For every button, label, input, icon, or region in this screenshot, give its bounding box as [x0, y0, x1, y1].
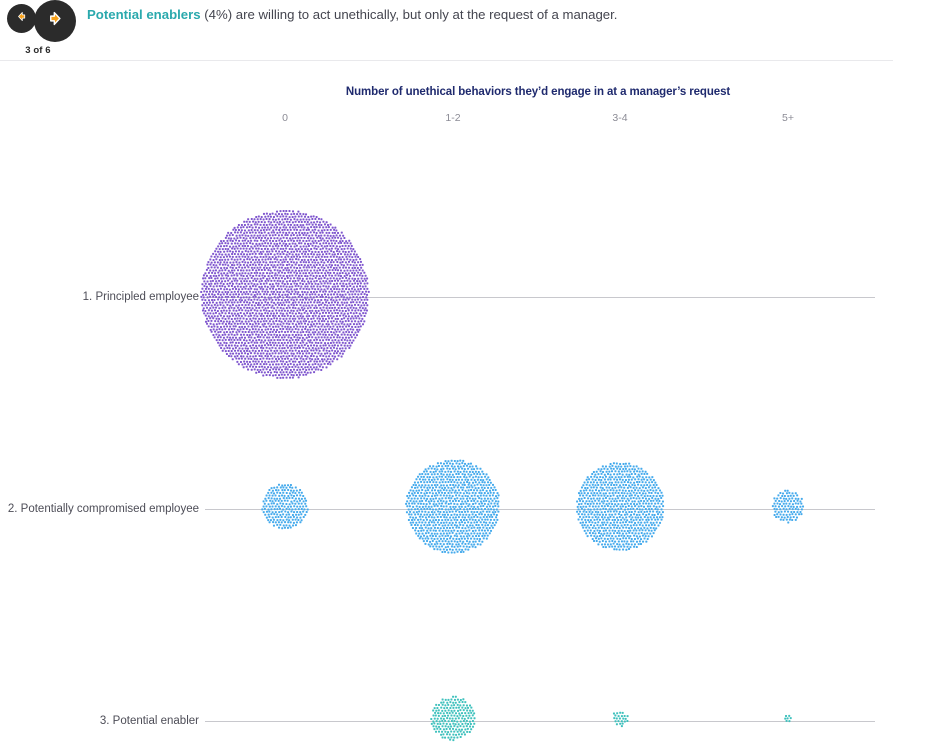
headline-emphasis: Potential enablers	[87, 7, 201, 22]
chart-title: Number of unethical behaviors they’d eng…	[345, 86, 731, 98]
dot-cloud-chart: Number of unethical behaviors they’d eng…	[0, 61, 940, 742]
x-tick-0: 0	[282, 112, 288, 124]
header-divider	[0, 60, 893, 61]
headline: Potential enablers (4%) are willing to a…	[87, 6, 617, 24]
slide-header: 3 of 6 Potential enablers (4%) are willi…	[0, 0, 940, 61]
row-gridline	[205, 509, 875, 510]
arrow-left-icon	[15, 10, 28, 28]
headline-rest: (4%) are willing to act unethically, but…	[200, 7, 618, 22]
x-tick-1: 1-2	[445, 112, 461, 124]
next-slide-button[interactable]	[34, 0, 76, 42]
row-label-1: 1. Principled employee	[82, 291, 199, 303]
slide-counter: 3 of 6	[25, 45, 51, 56]
row-gridline	[205, 297, 875, 298]
previous-slide-button[interactable]	[7, 4, 36, 33]
arrow-right-icon	[46, 9, 65, 33]
x-tick-2: 3-4	[612, 112, 628, 124]
row-label-3: 3. Potential enabler	[99, 715, 199, 727]
row-label-2: 2. Potentially compromised employee	[7, 503, 199, 515]
x-tick-3: 5+	[782, 112, 794, 124]
row-gridline	[205, 721, 875, 722]
